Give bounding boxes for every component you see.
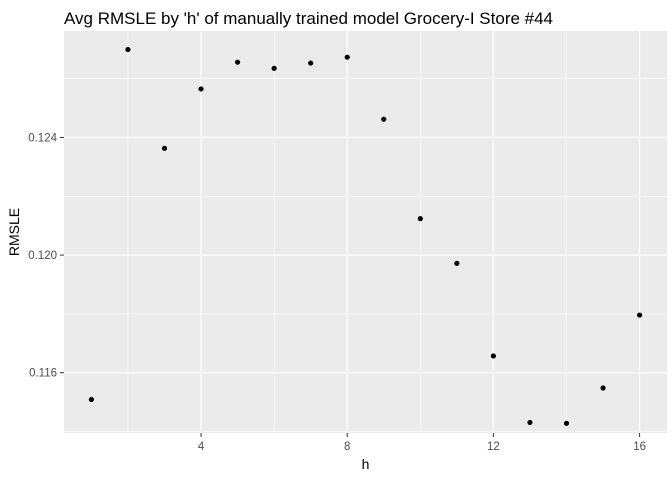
data-point — [344, 54, 350, 60]
data-point — [381, 116, 387, 122]
x-tick-label: 12 — [487, 441, 500, 453]
data-point — [308, 60, 314, 66]
y-axis-title: RMSLE — [6, 208, 22, 256]
y-tick-label: 0.124 — [28, 132, 57, 144]
data-point — [417, 216, 423, 222]
y-tick-label: 0.120 — [28, 250, 57, 262]
minor-gridlines — [64, 31, 667, 433]
data-point — [88, 396, 95, 403]
data-point — [125, 46, 131, 53]
y-tick-label: 0.116 — [29, 368, 57, 380]
x-tick-label: 4 — [198, 441, 205, 453]
major-gridlines — [64, 31, 667, 433]
data-point — [563, 420, 570, 426]
x-tick-label: 8 — [344, 441, 350, 453]
data-point — [527, 419, 533, 426]
data-point — [198, 86, 204, 92]
data-point — [490, 353, 497, 359]
chart-title: Avg RMSLE by 'h' of manually trained mod… — [64, 9, 553, 28]
data-point — [636, 312, 643, 318]
x-tick-label: 16 — [633, 441, 646, 453]
y-axis-ticks: 0.116 0.120 0.124 — [28, 132, 64, 380]
x-axis-ticks: 4 8 12 16 — [198, 433, 646, 453]
data-point — [161, 145, 168, 151]
data-point — [234, 59, 241, 65]
data-points — [88, 46, 643, 426]
x-axis-title: h — [362, 456, 370, 472]
data-point — [271, 65, 277, 71]
data-point — [454, 260, 460, 266]
data-point — [600, 385, 606, 391]
